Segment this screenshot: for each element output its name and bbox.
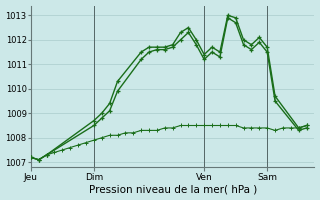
X-axis label: Pression niveau de la mer( hPa ): Pression niveau de la mer( hPa )	[89, 184, 257, 194]
